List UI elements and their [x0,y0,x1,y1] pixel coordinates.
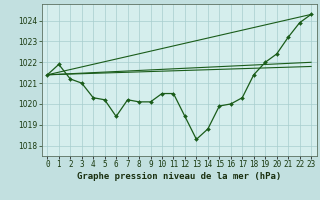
X-axis label: Graphe pression niveau de la mer (hPa): Graphe pression niveau de la mer (hPa) [77,172,281,181]
